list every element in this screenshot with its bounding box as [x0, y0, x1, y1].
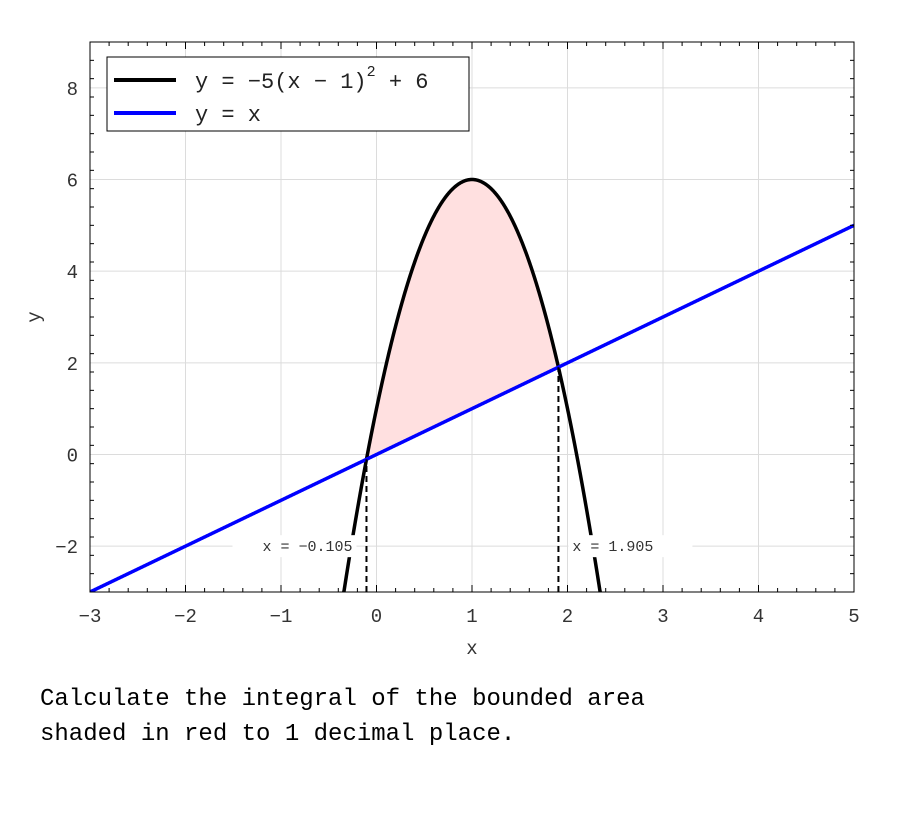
annotation-bg: [232, 535, 357, 558]
x-tick-label: 3: [657, 606, 668, 628]
chart: x = −0.105 x = 1.905 −3 −2 −1 0 1 2 3 4 5 −2 0 2 4 6 8 x y…: [24, 41, 860, 660]
legend-label: y = −5(x − 1)2 + 6: [195, 64, 428, 95]
y-tick-label: −2: [55, 537, 78, 559]
x-tick-label: −2: [174, 606, 197, 628]
intersection-label: x = 1.905: [572, 539, 653, 556]
x-tick-label: −3: [79, 606, 102, 628]
parabola-line: [341, 177, 603, 592]
intersection-label: x = −0.105: [262, 539, 352, 556]
x-tick-label: −1: [270, 606, 293, 628]
y-axis-label: y: [24, 311, 46, 322]
legend-label: y = x: [195, 103, 261, 128]
y-tick-label: 2: [67, 354, 78, 376]
x-axis-label: x: [466, 638, 477, 660]
x-tick-label: 2: [562, 606, 573, 628]
y-tick-label: 6: [67, 171, 78, 193]
x-tick-label: 0: [371, 606, 382, 628]
shaded-area: [365, 178, 560, 460]
x-tick-label: 4: [753, 606, 764, 628]
question-text: Calculate the integral of the bounded ar…: [40, 686, 645, 748]
x-tick-label: 1: [466, 606, 477, 628]
y-tick-label: 8: [67, 79, 78, 101]
annotation-bg: [568, 535, 693, 558]
legend-box: [106, 56, 470, 132]
y-tick-label: 4: [67, 262, 78, 284]
x-tick-label: 5: [848, 606, 859, 628]
linear-line: [90, 223, 854, 592]
y-tick-label: 0: [67, 446, 78, 468]
